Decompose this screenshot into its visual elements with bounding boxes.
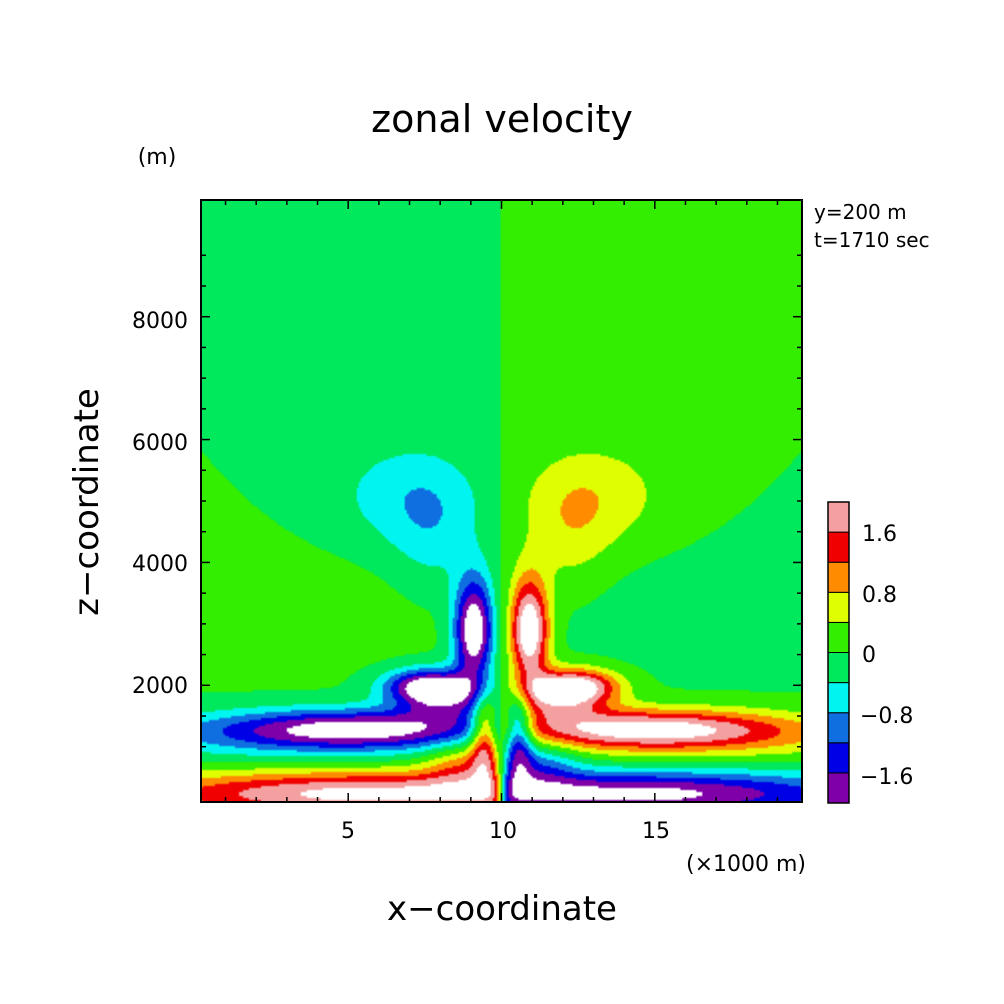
x-axis-label: x−coordinate [387, 889, 617, 929]
colorbar-segment [827, 531, 850, 563]
annotation-t: t=1710 sec [814, 228, 930, 252]
chart-title: zonal velocity [371, 97, 633, 141]
y-axis-label: z−coordinate [67, 388, 107, 616]
colorbar-segment [827, 652, 850, 684]
axis-ticks [201, 200, 802, 802]
colorbar [827, 501, 850, 804]
y-tick-label: 4000 [132, 552, 188, 577]
annotation-y: y=200 m [814, 200, 907, 224]
x-tick-label: 15 [642, 819, 670, 844]
colorbar-segment [827, 772, 850, 804]
colorbar-segment [827, 621, 850, 654]
x-tick-label: 5 [341, 819, 355, 844]
colorbar-segment [827, 591, 850, 623]
colorbar-segment [827, 712, 850, 744]
y-tick-label: 6000 [132, 431, 188, 456]
colorbar-segment [827, 561, 850, 593]
colorbar-label: 0.8 [862, 583, 897, 608]
colorbar-label: 0 [862, 643, 876, 668]
colorbar-segment [827, 501, 850, 533]
colorbar-label: −1.6 [860, 765, 913, 790]
colorbar-label: 1.6 [862, 522, 897, 547]
colorbar-label: −0.8 [860, 704, 913, 729]
x-tick-label: 10 [489, 819, 517, 844]
y-tick-label: 8000 [132, 309, 188, 334]
x-unit-label: (×1000 m) [686, 852, 806, 877]
contour-field [201, 200, 802, 802]
colorbar-segment [827, 742, 850, 774]
colorbar-segment [827, 682, 850, 714]
y-unit-label: (m) [138, 145, 177, 170]
colorbar-frame [827, 501, 850, 804]
contour-image [201, 200, 802, 802]
y-tick-label: 2000 [132, 674, 188, 699]
